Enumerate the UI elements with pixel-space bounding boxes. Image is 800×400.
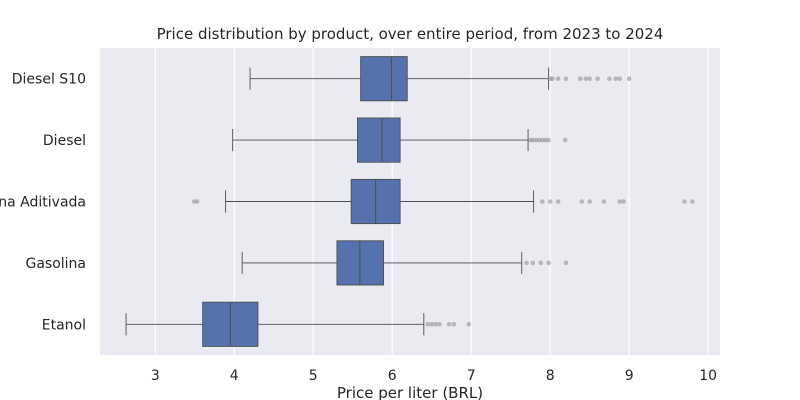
outlier-diesel-3: [536, 137, 542, 143]
outlier-diesel-s10-9: [613, 76, 619, 81]
outlier-gasolina-aditivada-10: [682, 199, 687, 204]
box-gasolina: [241, 240, 569, 286]
outlier-gasolina-4: [563, 260, 569, 266]
outlier-etanol-4: [446, 322, 452, 327]
outlier-gasolina-aditivada-3: [547, 199, 553, 204]
outlier-gasolina-aditivada-6: [587, 199, 592, 204]
iqr-box-diesel-s10: [360, 56, 408, 102]
x-tick-label-6: 6: [388, 368, 397, 384]
outlier-diesel-7: [562, 137, 568, 143]
outlier-gasolina-aditivada-4: [555, 199, 561, 204]
outlier-etanol-3: [437, 322, 442, 327]
y-tick-label-gasolina: Gasolina: [25, 256, 86, 272]
x-tick-label-4: 4: [230, 368, 239, 384]
outlier-diesel-6: [546, 137, 551, 143]
box-diesel: [232, 117, 568, 163]
outlier-diesel-4: [539, 137, 545, 143]
outlier-diesel-2: [533, 137, 539, 143]
outlier-diesel-5: [543, 137, 548, 143]
outlier-diesel-s10-3: [563, 76, 569, 81]
outlier-gasolina-aditivada-9: [621, 199, 626, 204]
outlier-gasolina-aditivada-8: [617, 199, 622, 204]
outlier-gasolina-0: [524, 260, 529, 266]
x-tick-label-5: 5: [309, 368, 318, 384]
outlier-gasolina-aditivada-2: [539, 199, 545, 204]
outlier-gasolina-aditivada-11: [690, 199, 695, 204]
outlier-gasolina-1: [530, 260, 536, 266]
x-tick-label-10: 10: [699, 368, 717, 384]
outlier-diesel-s10-8: [607, 76, 612, 81]
outlier-gasolina-2: [538, 260, 544, 266]
outlier-diesel-1: [530, 137, 536, 143]
x-tick-labels: 3 4 5 6 7 8 9 10: [151, 368, 717, 384]
y-tick-label-gasolina-aditivada: Gasolina Aditivada: [0, 195, 86, 211]
box-diesel-s10: [249, 56, 632, 102]
x-tick-label-7: 7: [467, 368, 476, 384]
outlier-etanol-1: [429, 322, 435, 327]
y-tick-label-diesel-s10: Diesel S10: [12, 72, 86, 88]
iqr-box-diesel: [357, 117, 401, 163]
boxes-layer: [125, 56, 695, 347]
x-tick-label-9: 9: [625, 368, 634, 384]
outlier-diesel-s10-2: [555, 76, 561, 81]
outlier-diesel-s10-7: [595, 76, 600, 81]
chart-title: Price distribution by product, over enti…: [157, 25, 664, 43]
outlier-diesel-s10-10: [617, 76, 622, 81]
box-etanol: [125, 301, 472, 347]
outlier-diesel-s10-4: [577, 76, 583, 81]
outlier-etanol-0: [425, 322, 431, 327]
outlier-diesel-s10-11: [626, 76, 632, 81]
outlier-diesel-s10-5: [583, 76, 589, 81]
outlier-diesel-s10-6: [587, 76, 592, 81]
y-tick-label-etanol: Etanol: [42, 317, 86, 333]
x-tick-label-8: 8: [546, 368, 555, 384]
outlier-etanol-6: [466, 322, 472, 327]
x-axis-label: Price per liter (BRL): [337, 384, 483, 400]
outlier-gasolina-3: [546, 260, 551, 266]
outlier-gasolina-aditivada-1: [194, 199, 200, 204]
outlier-gasolina-aditivada-5: [579, 199, 585, 204]
outlier-etanol-2: [433, 322, 438, 327]
box-gasolina-aditivada: [191, 178, 695, 225]
outlier-diesel-s10-1: [550, 76, 555, 81]
outlier-gasolina-aditivada-7: [601, 199, 607, 204]
x-tick-label-3: 3: [151, 368, 160, 384]
y-tick-label-diesel: Diesel: [43, 133, 86, 149]
outlier-gasolina-aditivada-0: [191, 199, 197, 204]
y-tick-labels: Diesel S10 Diesel Gasolina Aditivada Gasoli…: [0, 72, 86, 334]
outlier-etanol-5: [451, 322, 457, 327]
